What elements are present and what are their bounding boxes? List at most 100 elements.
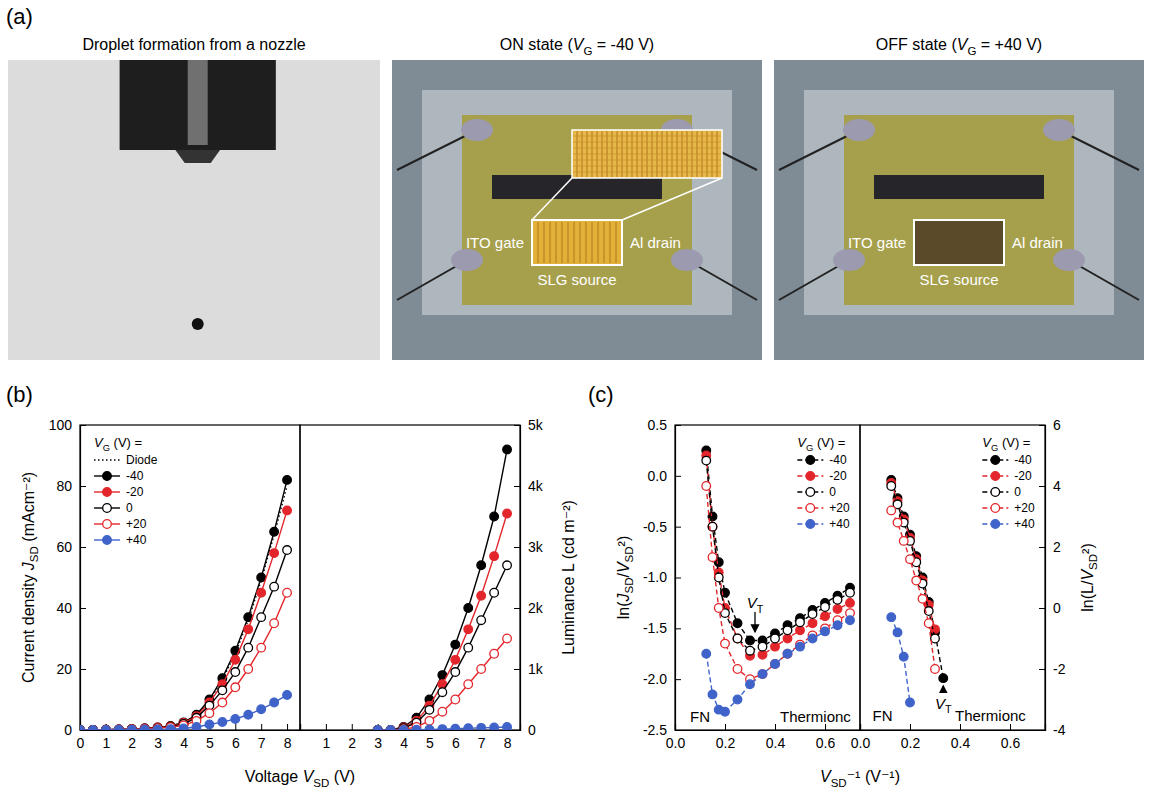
tick-label: 2k [528, 600, 544, 616]
pixel-line [562, 222, 563, 263]
data-point [477, 616, 486, 625]
tick-label: 0.6 [816, 735, 836, 751]
data-point [846, 588, 855, 597]
data-point [244, 643, 253, 652]
tick-mark [1039, 425, 1045, 426]
legend: VG (V) =-40-200+20+40 [797, 435, 850, 531]
data-point [89, 726, 98, 730]
series-line [891, 483, 935, 629]
tick-mark [514, 547, 520, 548]
data-point [257, 705, 266, 714]
series-line [706, 456, 850, 656]
text-run: SD [623, 578, 635, 594]
data-point [205, 720, 214, 729]
text-run: ln( [615, 601, 632, 619]
annotation: FN [873, 707, 893, 724]
data-point [270, 549, 279, 558]
tick-label: 20 [56, 661, 72, 677]
tick: 3 [154, 724, 162, 751]
tick: 0 [514, 722, 536, 738]
data-point [939, 674, 948, 683]
tick-label: 0 [77, 735, 85, 751]
tick-label: 6 [452, 735, 460, 751]
annotation: Thermionc [780, 708, 851, 725]
data-point [918, 595, 927, 604]
photo [8, 60, 380, 360]
data-point [425, 717, 434, 726]
tick-mark [235, 724, 236, 730]
tick: -1.5 [643, 620, 681, 636]
axis-line [676, 426, 682, 731]
tick: 7 [478, 724, 486, 751]
legend-marker [806, 488, 815, 497]
tick: 2k [514, 600, 544, 616]
inset-pixel-line [573, 148, 721, 149]
data-point [503, 561, 512, 570]
chart: 1234567801k2k3k4k5kLuminance L (cd m⁻²) [300, 417, 577, 751]
data-point [386, 726, 395, 730]
text-run: = -40 V) [592, 36, 654, 53]
data-point [714, 604, 723, 613]
data-point [846, 599, 855, 608]
data-point [833, 621, 842, 630]
data-point [231, 683, 240, 692]
tick-label: 0 [1053, 600, 1061, 616]
plot-frame [300, 425, 520, 730]
pixel-line [556, 222, 557, 263]
tick-label: 0.2 [901, 735, 921, 751]
data-point [244, 665, 253, 674]
inset [572, 130, 722, 178]
contact [1043, 119, 1075, 141]
data-point [399, 725, 408, 730]
tick: 6 [1039, 417, 1061, 433]
tick: 20 [56, 661, 86, 677]
series-line [891, 486, 935, 639]
tick: 3k [514, 539, 544, 555]
data-point [490, 512, 499, 521]
legend-label: +20 [126, 517, 147, 531]
data-point [218, 698, 227, 707]
data-point [833, 605, 842, 614]
data-point [490, 723, 499, 730]
data-point [140, 725, 149, 730]
legend-label: 0 [126, 501, 133, 515]
contact [843, 119, 875, 141]
data-point [102, 725, 111, 730]
data-point [373, 726, 382, 730]
photo-label: SLG source [537, 271, 616, 288]
text-run: (V) = [110, 435, 142, 450]
panel-label: (a) [6, 4, 33, 29]
data-point [140, 724, 149, 730]
photo-title: OFF state (VG = +40 V) [876, 36, 1042, 57]
data-point [758, 670, 767, 679]
tick-label: 1 [322, 735, 330, 751]
text-run: ON state ( [500, 36, 574, 53]
electrode [874, 175, 1044, 199]
data-point [783, 649, 792, 658]
text-run: (mAcm⁻²) [20, 472, 37, 546]
data-point [80, 726, 84, 730]
contact [1053, 249, 1085, 271]
text-run: T [945, 703, 952, 715]
data-point [758, 670, 767, 679]
data-point [115, 725, 124, 730]
text-run: G [103, 443, 110, 453]
tick-label: 1 [102, 735, 110, 751]
tick-mark [675, 476, 681, 477]
axis: 01k2k3k4k5k [514, 417, 544, 738]
tick-mark [514, 486, 520, 487]
tick-mark [80, 547, 86, 548]
tick-mark [80, 669, 86, 670]
pixel-line [544, 222, 545, 263]
data-point [115, 726, 124, 730]
legend-title: VG (V) = [982, 435, 1030, 453]
annotation: VT [935, 695, 952, 716]
text-run: Voltage [245, 768, 303, 785]
data-point [758, 642, 767, 651]
data-point [127, 725, 136, 730]
tick-label: 60 [56, 539, 72, 555]
tick-label: 2 [1053, 539, 1061, 555]
data-point [218, 718, 227, 727]
data-point [906, 555, 915, 564]
tick: 6 [452, 724, 460, 751]
